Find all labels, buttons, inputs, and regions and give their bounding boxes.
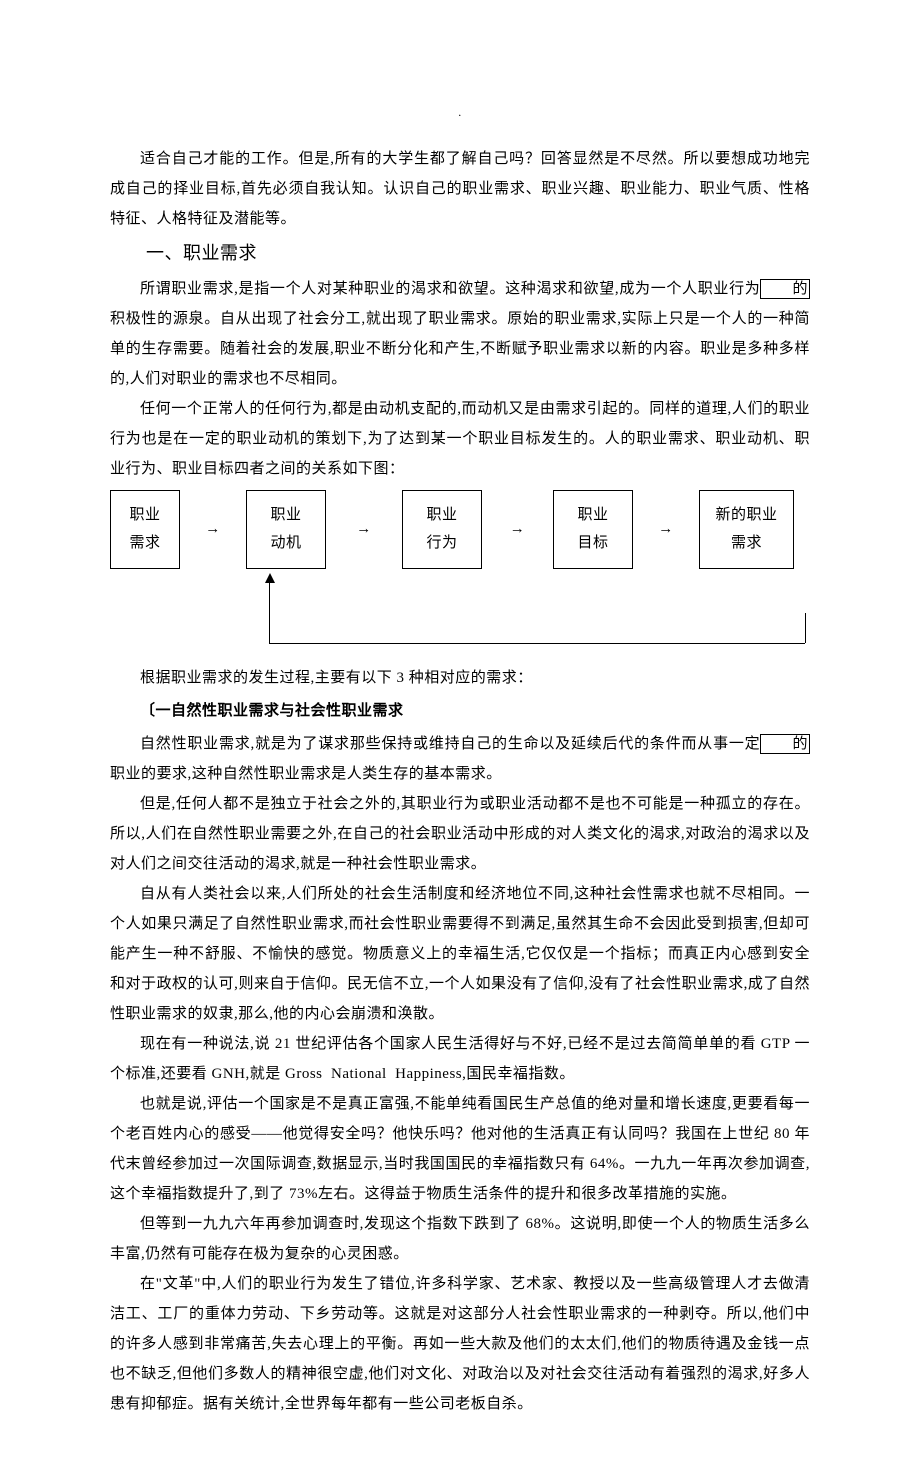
- arrow-2: →: [326, 514, 402, 544]
- node-motive-l2: 动机: [270, 535, 301, 551]
- p2-boxed-char: 的: [760, 279, 810, 299]
- p5-text-b: 职业的要求,这种自然性职业需求是人类生存的基本需求。: [110, 766, 502, 782]
- subheading-1: 〔一自然性职业需求与社会性职业需求: [110, 693, 810, 729]
- flow-row: 职业 需求 → 职业 动机 → 职业 行为 → 职业 目标 → 新的职业 需求: [110, 490, 810, 569]
- paragraph-7: 自从有人类社会以来,人们所处的社会生活制度和经济地位不同,这种社会性需求也就不尽…: [110, 879, 810, 1029]
- node-behavior-l2: 行为: [426, 535, 457, 551]
- node-need-l1: 职业: [129, 507, 160, 523]
- paragraph-10: 但等到一九九六年再参加调查时,发现这个指数下跌到了 68%。这说明,即使一个人的…: [110, 1209, 810, 1269]
- node-behavior-l1: 职业: [426, 507, 457, 523]
- node-new-need: 新的职业 需求: [699, 490, 794, 569]
- arrow-1: →: [180, 514, 246, 544]
- node-need: 职业 需求: [110, 490, 180, 569]
- paragraph-4: 根据职业需求的发生过程,主要有以下 3 种相对应的需求：: [110, 663, 810, 693]
- feedback-hline: [269, 643, 805, 644]
- arrow-4: →: [633, 514, 699, 544]
- p5-boxed-char: 的: [760, 734, 810, 754]
- flow-diagram: 职业 需求 → 职业 动机 → 职业 行为 → 职业 目标 → 新的职业 需求: [110, 490, 810, 653]
- paragraph-5: 自然性职业需求,就是为了谋求那些保持或维持自己的生命以及延续后代的条件而从事一定…: [110, 729, 810, 789]
- paragraph-6: 但是,任何人都不是独立于社会之外的,其职业行为或职业活动都不是也不可能是一种孤立…: [110, 789, 810, 879]
- page: . 适合自己才能的工作。但是,所有的大学生都了解自己吗？回答显然是不尽然。所以要…: [0, 0, 920, 1479]
- paragraph-1: 适合自己才能的工作。但是,所有的大学生都了解自己吗？回答显然是不尽然。所以要想成…: [110, 144, 810, 234]
- paragraph-9: 也就是说,评估一个国家是不是真正富强,不能单纯看国民生产总值的绝对量和增长速度,…: [110, 1089, 810, 1209]
- node-motive-l1: 职业: [270, 507, 301, 523]
- node-motive: 职业 动机: [246, 490, 326, 569]
- feedback-vline-right: [805, 613, 806, 643]
- paragraph-8: 现在有一种说法,说 21 世纪评估各个国家人民生活得好与不好,已经不是过去简简单…: [110, 1029, 810, 1089]
- p2-text-b: 积极性的源泉。自从出现了社会分工,就出现了职业需求。原始的职业需求,实际上只是一…: [110, 311, 810, 387]
- feedback-arrowhead: [265, 573, 275, 583]
- node-goal-l1: 职业: [577, 507, 608, 523]
- node-goal-l2: 目标: [577, 535, 608, 551]
- p2-text-a: 所谓职业需求,是指一个人对某种职业的渴求和欲望。这种渴求和欲望,成为一个人职业行…: [140, 281, 760, 297]
- paragraph-3: 任何一个正常人的任何行为,都是由动机支配的,而动机又是由需求引起的。同样的道理,…: [110, 394, 810, 484]
- node-goal: 职业 目标: [553, 490, 633, 569]
- feedback-vline-left: [269, 581, 270, 643]
- node-behavior: 职业 行为: [402, 490, 482, 569]
- paragraph-2: 所谓职业需求,是指一个人对某种职业的渴求和欲望。这种渴求和欲望,成为一个人职业行…: [110, 274, 810, 394]
- node-new-need-l1: 新的职业: [715, 507, 777, 523]
- top-dot: .: [110, 100, 810, 124]
- node-new-need-l2: 需求: [731, 535, 762, 551]
- node-need-l2: 需求: [129, 535, 160, 551]
- paragraph-11: 在"文革"中,人们的职业行为发生了错位,许多科学家、艺术家、教授以及一些高级管理…: [110, 1269, 810, 1419]
- feedback-loop: [110, 573, 810, 653]
- p5-text-a: 自然性职业需求,就是为了谋求那些保持或维持自己的生命以及延续后代的条件而从事一定: [140, 736, 760, 752]
- heading-1: 一、职业需求: [110, 234, 810, 274]
- arrow-3: →: [482, 514, 553, 544]
